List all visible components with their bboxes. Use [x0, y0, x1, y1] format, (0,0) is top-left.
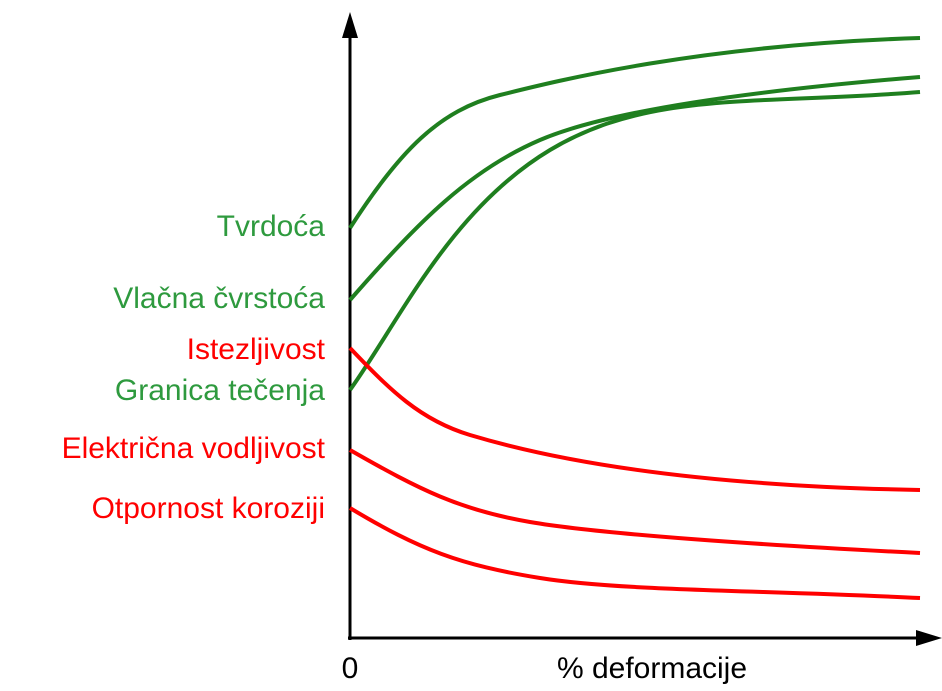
x-label: % deformacije	[557, 652, 747, 685]
label: Tvrdoća	[217, 210, 326, 243]
x-origin: 0	[342, 652, 359, 685]
y-arrow	[342, 12, 358, 38]
label: Električna vodljivost	[62, 432, 326, 465]
label: Otpornost koroziji	[92, 492, 325, 525]
curve-vlacna	[348, 75, 921, 302]
curve-tvrdoca	[348, 36, 921, 230]
x-arrow	[916, 630, 942, 646]
curve-elektricna	[349, 448, 921, 555]
curve-otpornost	[348, 506, 921, 600]
curve-istezljivost	[348, 346, 921, 492]
label: Istezljivost	[187, 333, 326, 366]
label: Granica tečenja	[115, 374, 325, 407]
curve-granica	[348, 90, 921, 392]
label: Vlačna čvrstoća	[113, 282, 325, 315]
